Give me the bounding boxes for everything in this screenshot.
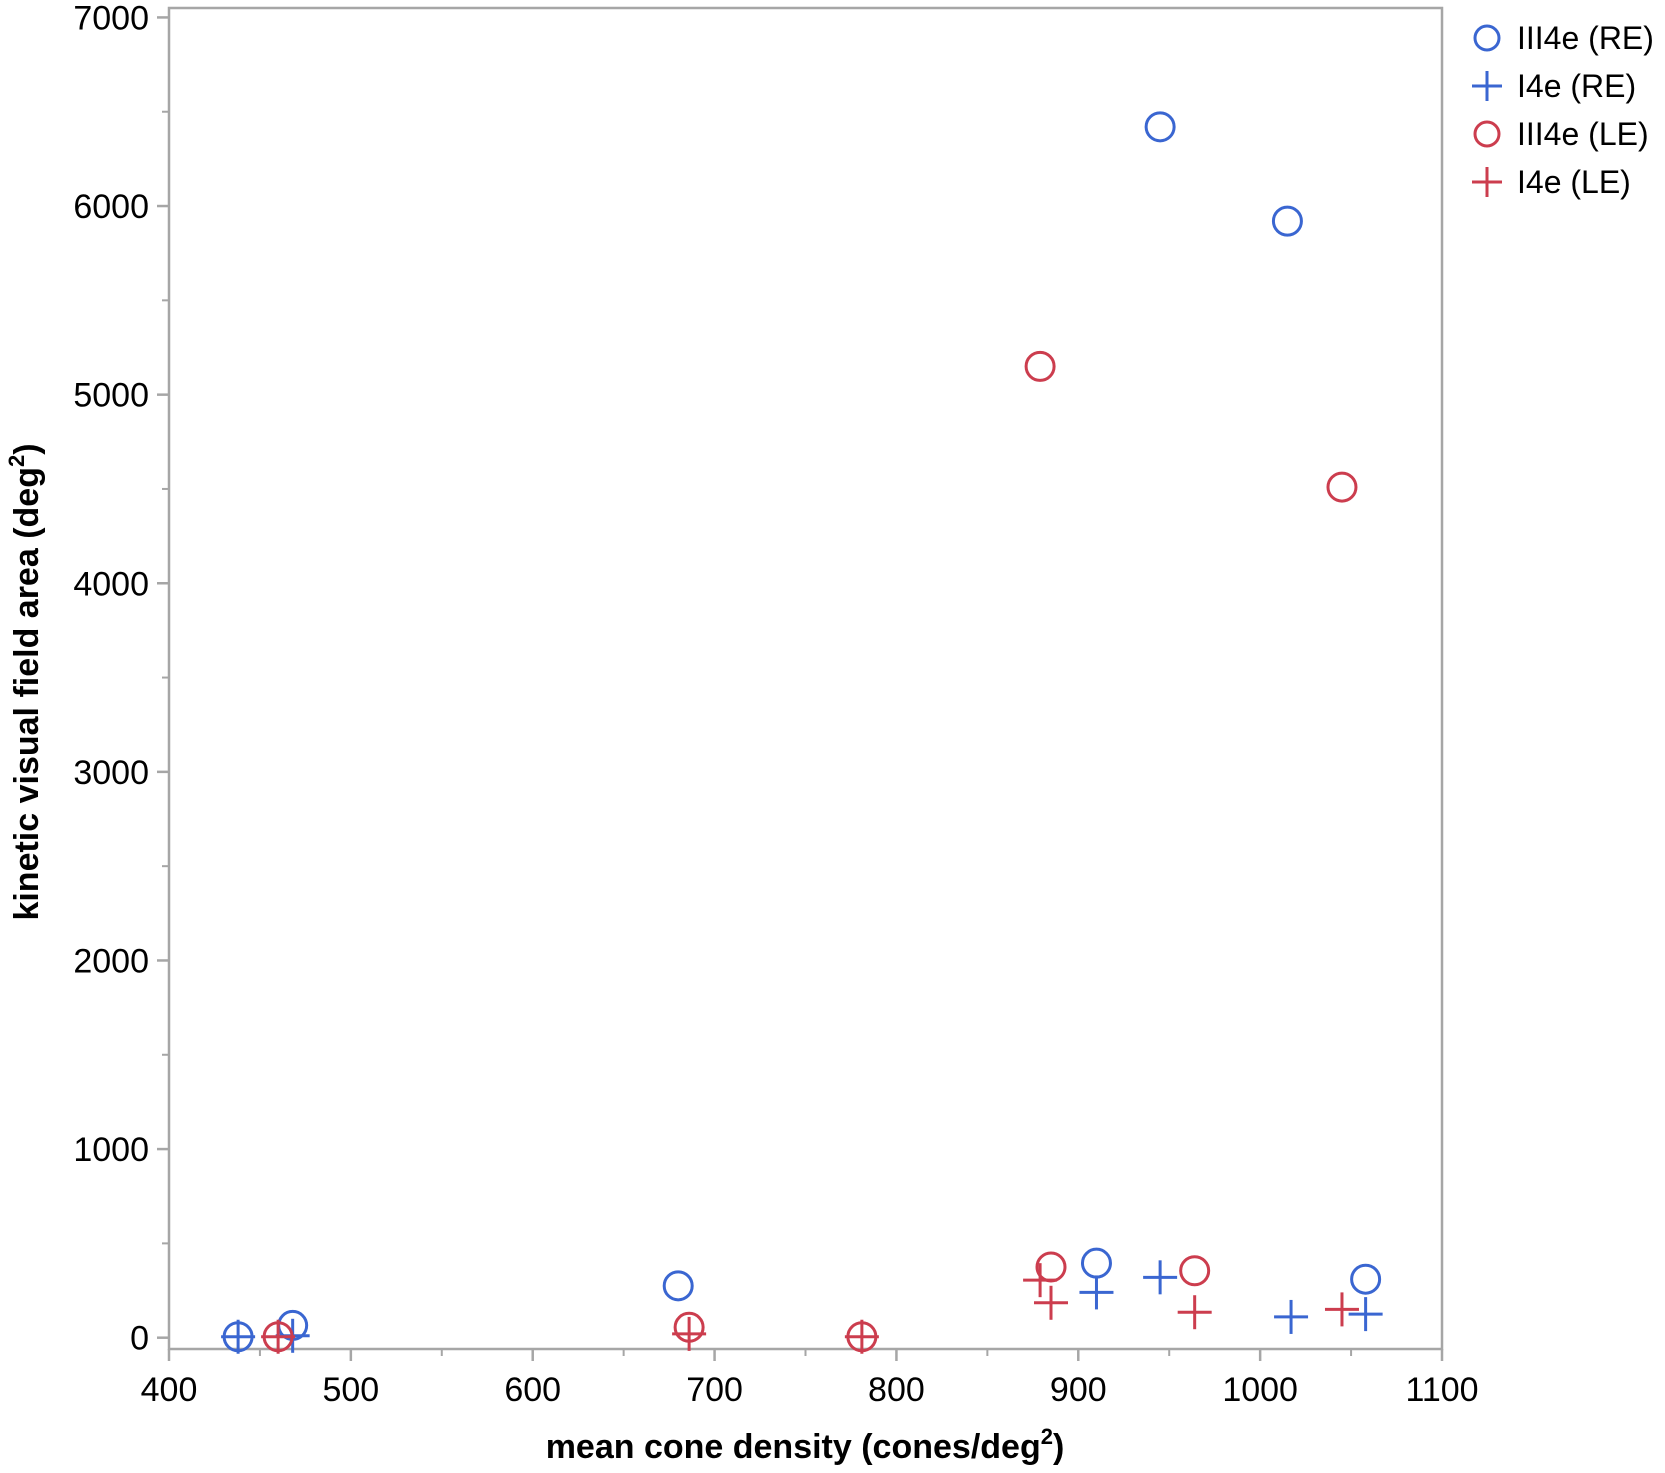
data-point-plus xyxy=(844,1319,879,1354)
data-point-circle xyxy=(1350,1263,1382,1295)
legend-item-3: I4e (LE) xyxy=(1472,164,1631,200)
data-point-circle xyxy=(1144,111,1176,143)
x-tick-label: 1100 xyxy=(1405,1371,1478,1409)
x-tick-label: 900 xyxy=(1050,1371,1107,1409)
series-2 xyxy=(262,350,1358,1353)
legend-item-2: III4e (LE) xyxy=(1473,116,1649,152)
legend: III4e (RE) I4e (RE) III4e (LE) I4e (LE) xyxy=(1472,20,1654,200)
data-point-plus xyxy=(1177,1295,1212,1330)
data-point-plus xyxy=(221,1319,256,1354)
y-tick-label: 2000 xyxy=(73,942,149,980)
data-point-plus xyxy=(1324,1292,1359,1327)
x-tick-label: 600 xyxy=(504,1371,561,1409)
x-tick-label: 800 xyxy=(868,1371,925,1409)
legend-circle-icon xyxy=(1473,120,1501,148)
legend-label: I4e (RE) xyxy=(1517,68,1636,104)
plot-frame xyxy=(167,6,1444,1351)
legend-item-1: I4e (RE) xyxy=(1472,68,1636,104)
series-3 xyxy=(261,1263,1359,1354)
legend-label: III4e (LE) xyxy=(1517,116,1649,152)
y-axis-title: kinetic visual field area (deg2) xyxy=(4,443,46,920)
legend-circle-icon xyxy=(1473,24,1501,52)
plot-area xyxy=(167,6,1444,1351)
data-point-plus xyxy=(1143,1260,1178,1295)
x-tick-label: 500 xyxy=(322,1371,379,1409)
y-tick-label: 5000 xyxy=(73,377,149,415)
data-point-circle xyxy=(1024,350,1056,382)
data-point-plus xyxy=(1023,1263,1058,1298)
data-point-circle xyxy=(1326,471,1358,503)
axes: 400 500 600 700 800 900 1000 1100 0 1000 2000 3000 4… xyxy=(73,0,1478,1409)
data-point-plus xyxy=(261,1319,296,1354)
data-point-circle xyxy=(1179,1255,1211,1287)
legend-item-0: III4e (RE) xyxy=(1473,20,1654,56)
data-point-plus xyxy=(672,1316,707,1351)
data-point-plus xyxy=(1348,1297,1383,1332)
legend-plus-icon xyxy=(1472,71,1502,101)
data-point-plus xyxy=(1034,1285,1069,1320)
y-tick-label: 6000 xyxy=(73,188,149,226)
data-point-circle xyxy=(1271,205,1303,237)
x-axis-title: mean cone density (cones/deg2) xyxy=(546,1424,1065,1466)
y-tick-label: 1000 xyxy=(73,1131,149,1169)
legend-plus-icon xyxy=(1472,167,1502,197)
legend-label: I4e (LE) xyxy=(1517,164,1631,200)
y-tick-label: 3000 xyxy=(73,754,149,792)
x-tick-label: 1000 xyxy=(1222,1371,1298,1409)
y-tick-label: 7000 xyxy=(73,0,149,37)
series-0 xyxy=(222,111,1382,1353)
data-point-plus xyxy=(1079,1275,1114,1310)
data-marks xyxy=(221,111,1383,1354)
data-point-plus xyxy=(1274,1299,1309,1334)
x-tick-label: 400 xyxy=(141,1371,198,1409)
x-tick-label: 700 xyxy=(686,1371,743,1409)
data-point-circle xyxy=(662,1270,694,1302)
y-tick-label: 0 xyxy=(130,1320,149,1358)
data-point-circle xyxy=(1080,1247,1112,1279)
y-tick-label: 4000 xyxy=(73,565,149,603)
legend-label: III4e (RE) xyxy=(1517,20,1654,56)
